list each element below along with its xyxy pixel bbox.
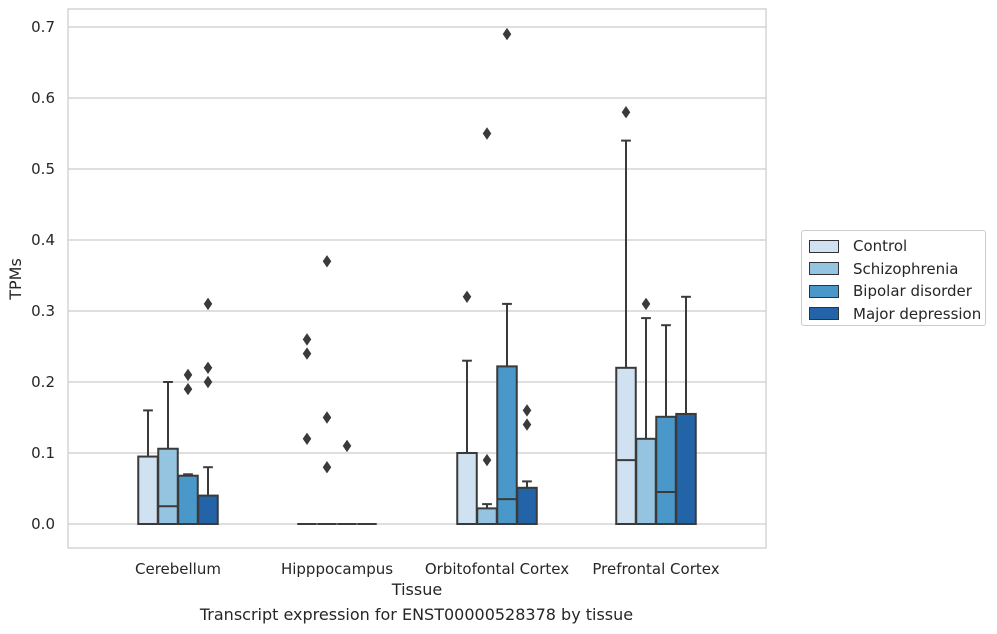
outlier-point	[482, 453, 492, 467]
outlier-point	[342, 439, 352, 453]
outlier-point	[302, 333, 312, 346]
box-major-depression	[516, 404, 538, 526]
y-tick-label: 0.7	[31, 18, 55, 36]
box-control	[137, 409, 159, 525]
box-schizophrenia	[635, 297, 657, 525]
legend-label: Major depression	[853, 304, 982, 323]
box-bipolar-disorder	[337, 439, 357, 525]
legend-label: Control	[853, 237, 908, 256]
box-schizophrenia	[157, 381, 179, 525]
legend-swatch	[809, 284, 839, 298]
outlier-point	[322, 460, 332, 474]
box-body	[635, 437, 657, 525]
legend-item: Bipolar disorder	[808, 280, 979, 303]
legend-item: Major depression	[808, 303, 982, 326]
outlier-point	[621, 105, 631, 119]
box-control	[297, 333, 317, 525]
box-control	[456, 290, 478, 525]
box-body	[456, 452, 478, 525]
legend-swatch	[809, 239, 839, 253]
outlier-point	[302, 347, 312, 360]
outlier-point	[482, 127, 492, 140]
outlier-point	[203, 297, 213, 311]
outlier-point	[183, 368, 193, 382]
legend-label: Bipolar disorder	[853, 282, 972, 301]
outlier-point	[502, 27, 512, 41]
legend-item: Control	[808, 235, 979, 258]
x-tick-label: Cerebellum	[135, 560, 221, 578]
x-tick-labels: Cerebellum Hipppocampus Orbitofontal Corte…	[135, 560, 720, 578]
figure-caption: Transcript expression for ENST0000052837…	[199, 605, 634, 624]
box-body	[675, 412, 697, 526]
outlier-point	[462, 290, 472, 304]
box-major-depression	[197, 297, 219, 526]
box-body	[177, 474, 199, 525]
legend-label: Schizophrenia	[853, 259, 959, 278]
outlier-point	[641, 297, 651, 311]
y-tick-label: 0.1	[31, 444, 55, 462]
legend-item: Schizophrenia	[808, 258, 979, 281]
box-schizophrenia	[476, 127, 498, 526]
grid-lines	[68, 26, 766, 525]
y-tick-label: 0.4	[31, 231, 55, 249]
legend-swatch	[809, 262, 839, 276]
outlier-point	[322, 411, 332, 424]
y-tick-label: 0.5	[31, 160, 55, 178]
y-tick-label: 0.0	[31, 515, 55, 533]
outlier-point	[203, 375, 213, 389]
x-tick-label: Orbitofontal Cortex	[425, 560, 569, 578]
box-body	[615, 366, 637, 525]
box-control	[615, 105, 637, 525]
box-body	[197, 494, 219, 526]
box-major-depression	[675, 295, 697, 526]
y-tick-label: 0.6	[31, 89, 55, 107]
box-bipolar-disorder	[496, 27, 518, 525]
outlier-point	[183, 382, 193, 396]
box-body	[496, 365, 518, 525]
box-bipolar-disorder	[177, 368, 199, 525]
outlier-point	[522, 404, 532, 417]
x-tick-label: Prefrontal Cortex	[592, 560, 719, 578]
box-schizophrenia	[317, 255, 337, 525]
legend-swatch	[809, 307, 839, 321]
x-axis-label: Tissue	[391, 580, 442, 599]
box-body	[137, 455, 159, 525]
box-body	[157, 447, 179, 525]
box-bipolar-disorder	[655, 324, 677, 526]
outlier-point	[203, 361, 213, 375]
box-body	[476, 507, 498, 526]
y-axis-label: TPMs	[6, 258, 25, 301]
y-tick-label: 0.3	[31, 302, 55, 320]
boxes	[137, 27, 697, 526]
y-tick-labels: 0.0 0.1 0.2 0.3 0.4 0.5 0.6 0.7	[31, 18, 55, 533]
box-body	[516, 486, 538, 526]
outlier-point	[322, 255, 332, 268]
y-tick-label: 0.2	[31, 373, 55, 391]
box-body	[655, 415, 677, 526]
outlier-point	[522, 418, 532, 431]
outlier-point	[302, 432, 312, 446]
x-tick-label: Hipppocampus	[281, 560, 393, 578]
plot-frame	[67, 8, 767, 549]
legend: Control Schizophrenia Bipolar disorder Majo…	[801, 230, 986, 326]
